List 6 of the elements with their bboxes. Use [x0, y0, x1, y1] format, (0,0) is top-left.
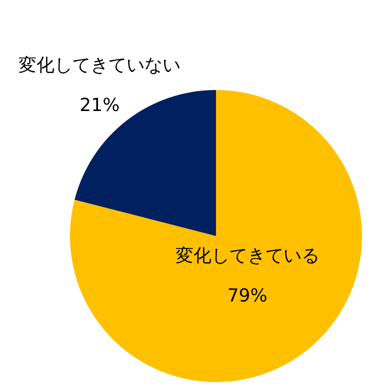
- data-label: 21%: [80, 95, 120, 116]
- slice-label: 変化してきている: [175, 245, 320, 266]
- slice-label: 変化してきていない: [18, 55, 181, 76]
- pie-slice: [70, 90, 362, 382]
- pie-slice: [74, 90, 216, 236]
- data-label: 79%: [227, 285, 268, 306]
